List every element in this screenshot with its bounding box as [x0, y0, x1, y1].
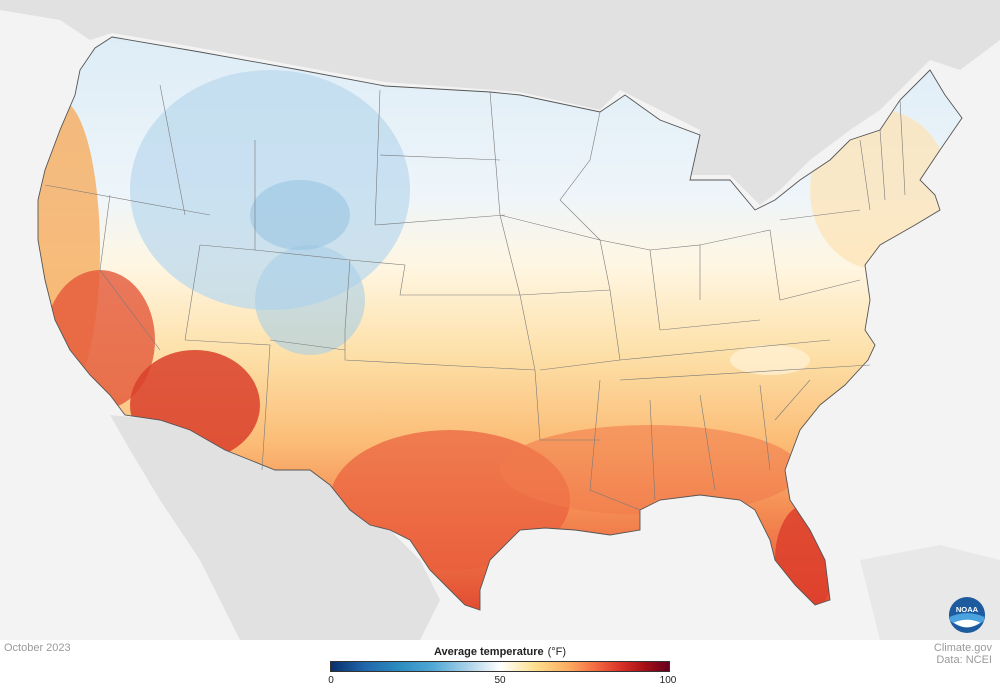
noaa-logo-text: NOAA [956, 605, 979, 614]
hot-zone-florida [775, 505, 835, 610]
state-borders [37, 36, 963, 611]
legend-title: Average temperature (°F) [330, 646, 670, 658]
canada-landmass [0, 0, 1000, 205]
legend-title-text: Average temperature [433, 646, 544, 658]
cool-zone-wyoming [250, 180, 350, 250]
footer-bar: October 2023 Average temperature (°F) 0 5… [0, 640, 1000, 690]
noaa-logo-icon: NOAA [948, 596, 986, 634]
legend-tick-mid: 50 [494, 675, 506, 686]
period-label: October 2023 [4, 642, 71, 654]
legend-tick-min: 0 [328, 675, 334, 686]
warm-zone-gulf [500, 425, 800, 515]
credit-source: Climate.gov [933, 642, 992, 654]
legend-tick-max: 100 [659, 675, 677, 686]
cool-zone-appalachians [730, 345, 810, 375]
cool-zone-colorado [255, 245, 365, 355]
legend-unit: (°F) [547, 646, 567, 658]
mexico-landmass [110, 415, 440, 640]
credit-block: Climate.gov Data: NCEI [934, 642, 992, 666]
credit-data: Data: NCEI [936, 654, 992, 666]
temperature-map [0, 0, 1000, 640]
legend-colorbar [330, 661, 670, 672]
